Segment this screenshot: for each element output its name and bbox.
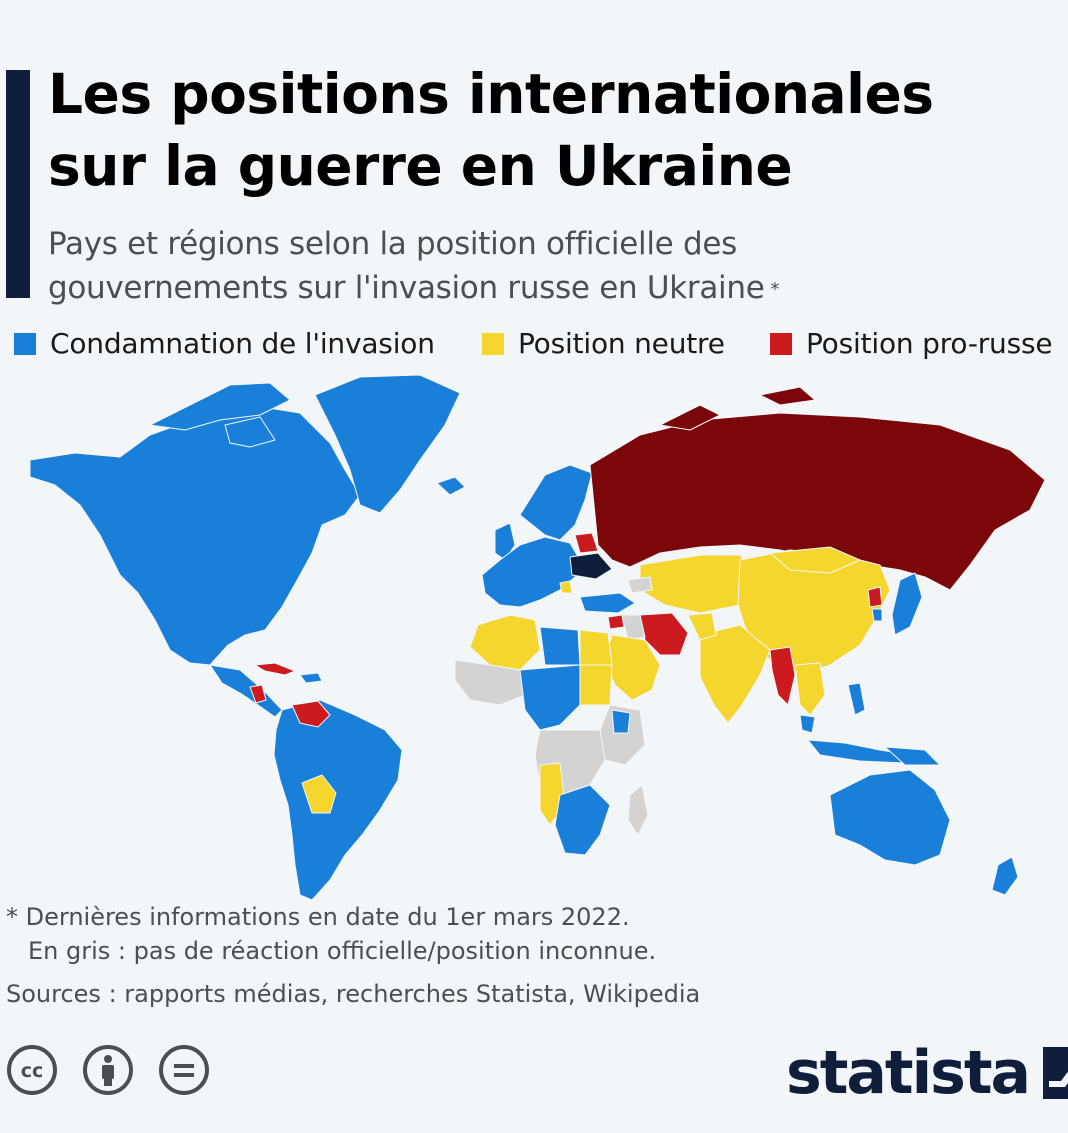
region-north-america [29,404,361,666]
subtitle-line-1: Pays et régions selon la position offici… [48,226,737,262]
region-venezuela [291,700,331,728]
region-new-guinea [884,746,941,766]
license-icons: cc [6,1044,234,1100]
region-southern-africa [554,784,611,856]
footnotes: * Dernières informations en date du 1er … [6,900,1056,968]
region-greenland [314,374,461,514]
region-indochina [794,662,826,716]
region-arctic-islands-2 [224,416,276,448]
region-japan [891,572,923,636]
region-russia-arctic [659,404,721,431]
region-egypt [579,629,613,666]
region-syria [607,614,625,630]
region-cuba [254,662,296,676]
page-subtitle: Pays et régions selon la position offici… [48,222,1058,310]
legend-item-neutral: Position neutre [482,327,725,360]
world-map [29,374,1046,901]
region-scandinavia [519,464,593,541]
page-title: Les positions internationales sur la gue… [48,58,1058,202]
region-bolivia [301,774,337,814]
creative-commons-icon[interactable]: cc [6,1044,58,1096]
legend-label-neutral: Position neutre [518,327,725,360]
legend-swatch-neutral [482,332,504,355]
region-western-europe [481,536,581,608]
region-arctic-islands [149,382,291,431]
region-nicaragua [249,684,267,704]
legend-item-condemn: Condamnation de l'invasion [14,327,435,360]
title-line-2: sur la guerre en Ukraine [48,134,793,198]
region-australia [829,769,951,866]
region-turkey [579,592,636,614]
region-philippines [847,682,866,716]
region-north-africa-west [469,614,541,671]
brand-wordmark: statista [786,1038,1031,1108]
region-pakistan [687,612,717,641]
region-south-korea [871,608,883,622]
region-africa-grey-west [454,659,526,706]
footnote-marker: * [770,279,780,300]
region-caucasus [627,576,653,594]
region-ukraine [569,552,613,580]
footnote-grey: En gris : pas de réaction officielle/pos… [28,937,657,965]
region-africa-central [519,664,581,731]
footnote-date: * Dernières informations en date du 1er … [6,903,630,931]
region-central-america [209,664,283,718]
legend-swatch-condemn [14,332,36,355]
svg-text:cc: cc [21,1060,44,1082]
region-mongolia [769,546,861,574]
legend-swatch-pro-russia [770,332,792,355]
statista-logo[interactable]: statista [786,1038,1068,1108]
region-new-zealand [991,856,1019,896]
title-line-1: Les positions internationales [48,62,934,126]
legend-item-pro-russia: Position pro-russe [770,327,1053,360]
region-libya [539,626,581,666]
legend-label-condemn: Condamnation de l'invasion [50,327,435,360]
region-serbia [559,580,573,594]
region-north-korea [867,586,883,608]
region-india [699,624,771,724]
statista-mark-icon [1043,1047,1068,1099]
region-myanmar [769,646,796,706]
attribution-icon[interactable] [82,1044,134,1096]
region-russia-arctic-2 [759,386,816,406]
accent-bar [6,70,30,298]
subtitle-line-2: gouvernements sur l'invasion russe en Uk… [48,270,765,306]
region-iraq-area [621,614,646,641]
region-caribbean [299,672,323,684]
legend-label-pro-russia: Position pro-russe [806,327,1053,360]
region-belarus [574,532,599,554]
region-russia [589,412,1046,591]
legend: Condamnation de l'invasion Position neut… [14,327,1064,367]
no-derivatives-icon[interactable] [158,1044,210,1096]
region-south-america [273,699,403,901]
region-malaysia [799,714,816,734]
region-madagascar [627,784,649,836]
region-iceland [436,476,466,496]
region-kenya [611,709,631,734]
region-sudan [579,664,613,706]
sources: Sources : rapports médias, recherches St… [6,980,701,1008]
